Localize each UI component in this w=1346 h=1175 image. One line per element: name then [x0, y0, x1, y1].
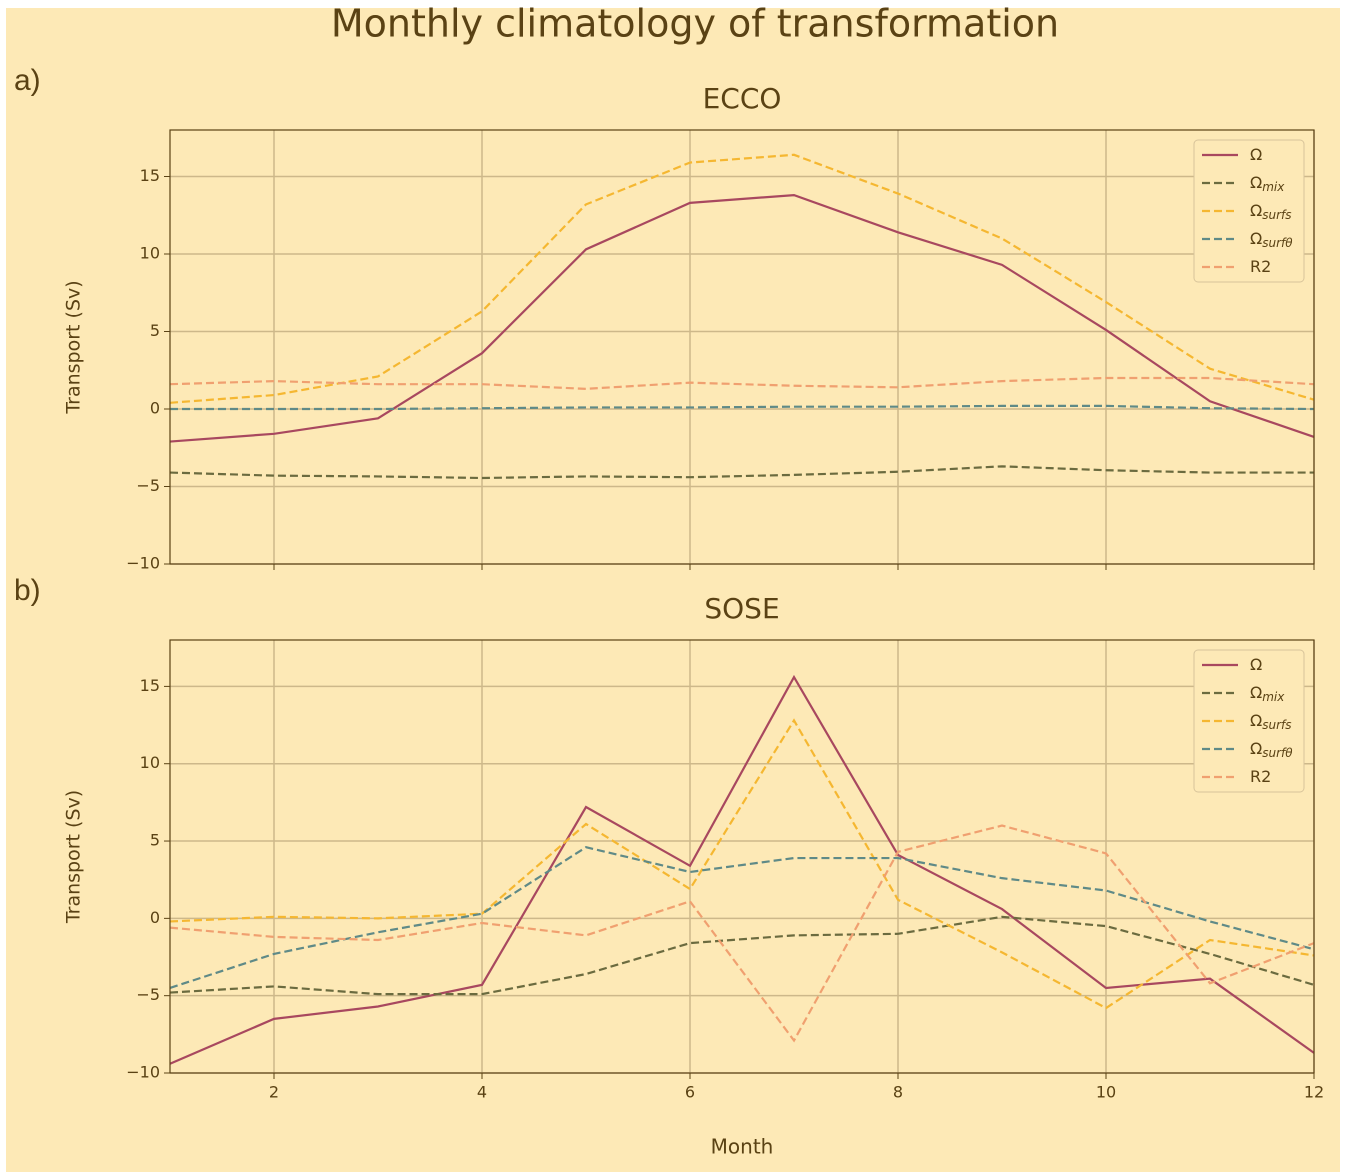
series-line [169, 193, 1315, 443]
axes-title: ECCO [703, 82, 782, 115]
x-tick-label: 8 [893, 1083, 903, 1102]
background [6, 8, 1340, 1172]
y-tick-label: −10 [126, 1063, 160, 1082]
y-axis-label: Transport (Sv) [63, 790, 85, 924]
legend-box [1193, 139, 1305, 283]
y-tick-label: −5 [136, 476, 160, 495]
panel-label: b) [14, 574, 41, 607]
x-tick-label: 4 [477, 1083, 487, 1102]
legend-label: R2 [1250, 767, 1271, 786]
legend-label: Ωsurfθ [1250, 739, 1293, 760]
series-line [169, 465, 1314, 480]
series-line [170, 404, 1315, 411]
series-line [169, 376, 1315, 390]
legend-label: Ωsurfs [1250, 201, 1292, 222]
y-tick-label: −5 [136, 985, 160, 1004]
y-tick-label: 0 [150, 908, 160, 927]
axes-frame [169, 639, 1315, 1074]
legend-label: Ω [1250, 655, 1262, 674]
y-tick-label: 5 [150, 321, 160, 340]
y-tick-label: −10 [126, 554, 160, 573]
legend-label: Ωsurfs [1250, 711, 1292, 732]
axes-frame [169, 129, 1315, 565]
y-tick-label: 10 [140, 244, 160, 263]
figure-title: Monthly climatology of transformation [331, 2, 1059, 46]
legend-label: Ωsurfθ [1250, 229, 1293, 250]
y-tick-label: 0 [150, 399, 160, 418]
panel-label: a) [14, 64, 41, 97]
legend-label: Ωmix [1250, 173, 1285, 194]
y-tick-label: 5 [150, 831, 160, 850]
legend-label: R2 [1250, 257, 1271, 276]
y-axis-label: Transport (Sv) [63, 280, 85, 414]
x-tick-label: 6 [685, 1083, 695, 1102]
series-line [169, 846, 1315, 989]
y-tick-label: 10 [140, 753, 160, 772]
legend-box [1193, 649, 1305, 793]
series-line [169, 153, 1315, 404]
x-tick-label: 10 [1096, 1083, 1116, 1102]
x-axis-label: Month [711, 1135, 774, 1159]
axes-title: SOSE [704, 592, 779, 625]
x-tick-label: 2 [269, 1083, 279, 1102]
legend-label: Ωmix [1250, 683, 1285, 704]
series-line [169, 674, 1315, 1065]
x-tick-label: 12 [1304, 1083, 1324, 1102]
series-line [169, 915, 1315, 996]
y-tick-label: 15 [140, 676, 160, 695]
y-tick-label: 15 [140, 166, 160, 185]
legend-label: Ω [1250, 145, 1262, 164]
series-line [169, 824, 1315, 1043]
